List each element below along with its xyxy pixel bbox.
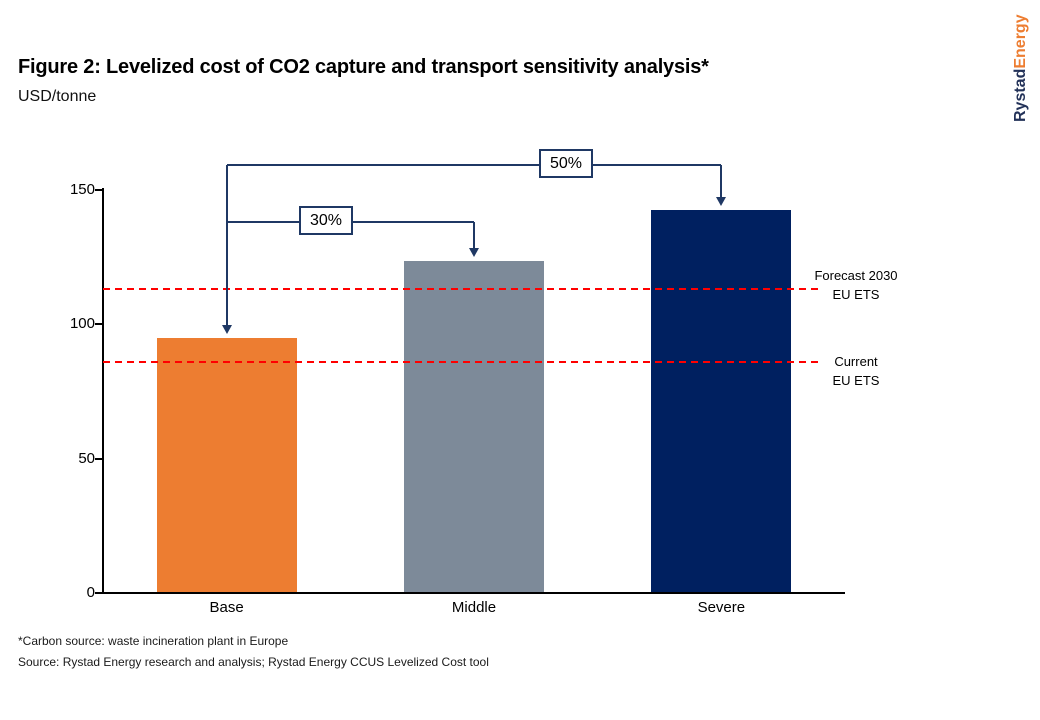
- reference-line-1: [103, 360, 822, 363]
- y-tick-mark-150: [95, 189, 103, 191]
- x-category-label-severe: Severe: [697, 599, 746, 616]
- annotation-box-30%: 30%: [299, 206, 353, 235]
- reference-line-label-line: Current: [834, 353, 878, 369]
- y-tick-mark-100: [95, 323, 103, 326]
- reference-line-label-0: Forecast 2030 EU ETS: [800, 266, 912, 304]
- reference-line-0: [103, 288, 822, 291]
- annotation-drop-50%: [720, 165, 723, 198]
- y-tick-label-0: 0: [86, 584, 95, 601]
- bar-severe: [651, 210, 792, 593]
- annotation-arrow-30%: [469, 248, 479, 258]
- figure-units-subtitle: USD/tonne: [18, 88, 97, 105]
- y-tick-mark-0: [95, 592, 103, 594]
- annotation-arrow-base: [221, 324, 232, 334]
- reference-line-label-line: EU ETS: [832, 372, 880, 388]
- x-category-label-middle: Middle: [451, 599, 497, 616]
- bar-middle: [404, 261, 544, 593]
- reference-line-label-line: EU ETS: [832, 287, 880, 303]
- y-tick-label-150: 150: [69, 181, 95, 198]
- y-tick-label-50: 50: [78, 449, 95, 467]
- annotation-drop-30%: [473, 222, 475, 249]
- x-category-label-base: Base: [209, 599, 244, 616]
- annotation-arrow-50%: [716, 197, 727, 207]
- x-axis-line: [103, 592, 845, 594]
- y-tick-label-100: 100: [69, 315, 95, 333]
- footnote-carbon-source: *Carbon source: waste incineration plant…: [18, 634, 289, 648]
- annotation-base-drop: [225, 165, 228, 325]
- y-tick-mark-50: [95, 457, 103, 460]
- reference-line-label-1: Current EU ETS: [800, 352, 912, 390]
- annotation-box-50%: 50%: [539, 149, 593, 178]
- y-axis-line: [102, 188, 104, 593]
- bar-base: [156, 337, 297, 593]
- annotation-line-50%: [226, 164, 722, 166]
- figure-title: Figure 2: Levelized cost of CO2 capture …: [18, 56, 709, 78]
- footnote-source: Source: Rystad Energy research and analy…: [18, 655, 489, 669]
- reference-line-label-line: Forecast 2030: [814, 268, 898, 284]
- footer: *Carbon source: waste incineration plant…: [18, 634, 489, 676]
